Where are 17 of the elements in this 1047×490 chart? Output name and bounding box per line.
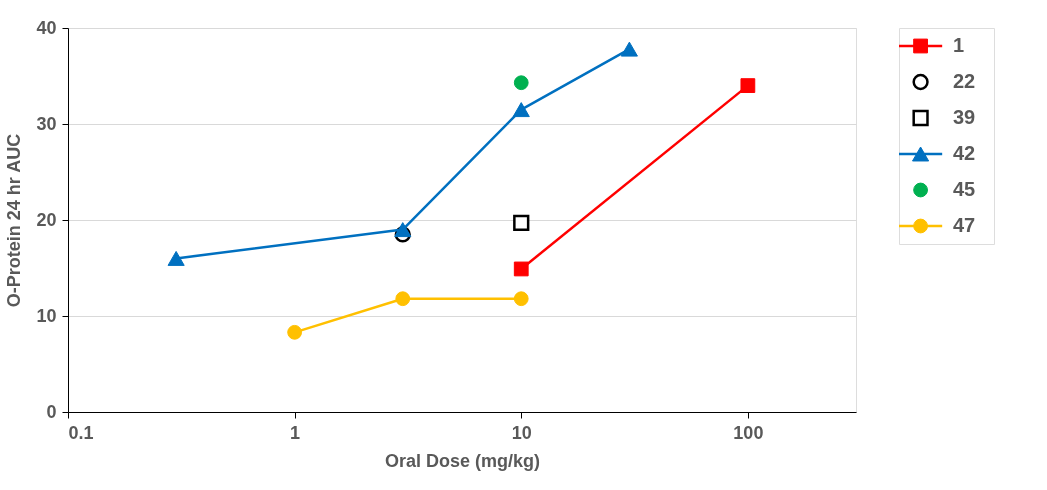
x-tick-label: 10	[511, 422, 532, 443]
x-tick-label: 0.1	[68, 422, 94, 443]
legend-label: 39	[952, 106, 976, 128]
y-axis-title: O-Protein 24 hr AUC	[4, 133, 25, 308]
legend-label: 42	[952, 142, 976, 164]
y-tick-label: 0	[46, 401, 57, 422]
x-tick-label: 100	[733, 422, 764, 443]
x-tick-label: 1	[290, 422, 301, 443]
y-tick-label: 10	[36, 305, 57, 326]
x-axis-title: Oral Dose (mg/kg)	[384, 450, 541, 471]
legend-label: 22	[952, 70, 976, 92]
y-tick-label: 20	[36, 209, 57, 230]
legend-label: 1	[952, 34, 965, 56]
legend-label: 47	[952, 214, 976, 236]
y-tick-label: 40	[36, 17, 57, 38]
y-tick-label: 30	[36, 113, 57, 134]
legend-label: 45	[952, 178, 976, 200]
